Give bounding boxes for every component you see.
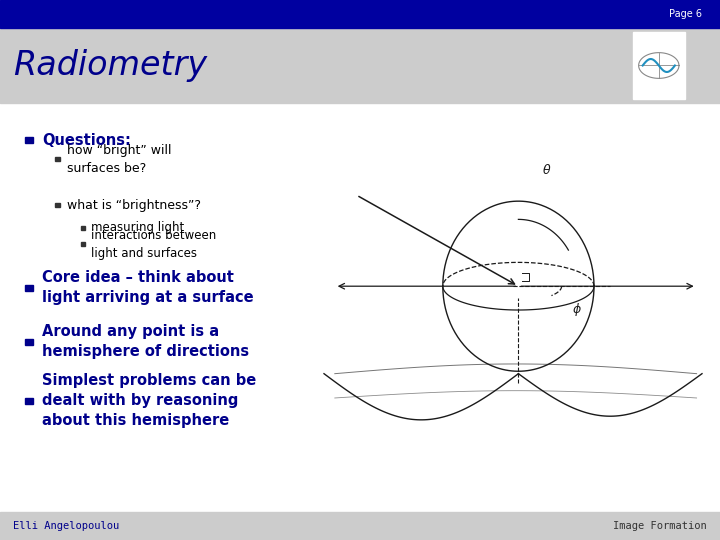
Bar — [0, 28, 720, 103]
Bar — [81, 226, 85, 230]
Text: measuring light: measuring light — [91, 221, 185, 234]
Text: Around any point is a
hemisphere of directions: Around any point is a hemisphere of dire… — [42, 325, 249, 359]
Text: $\theta$: $\theta$ — [542, 164, 552, 178]
Text: interactions between
light and surfaces: interactions between light and surfaces — [91, 228, 217, 260]
Bar — [55, 157, 60, 161]
Text: Questions:: Questions: — [42, 133, 130, 148]
Text: $\phi$: $\phi$ — [572, 301, 582, 318]
Bar — [24, 397, 33, 404]
Bar — [0, 103, 720, 512]
Text: what is “brightness”?: what is “brightness”? — [67, 199, 201, 212]
Text: Page 6: Page 6 — [669, 9, 702, 19]
Bar — [0, 512, 720, 540]
Text: how “bright” will
surfaces be?: how “bright” will surfaces be? — [67, 144, 171, 175]
Text: Simplest problems can be
dealt with by reasoning
about this hemisphere: Simplest problems can be dealt with by r… — [42, 373, 256, 428]
Bar — [0, 0, 720, 28]
Bar — [24, 137, 33, 143]
Bar — [633, 32, 685, 99]
Bar — [81, 242, 85, 246]
Bar — [24, 285, 33, 291]
Text: Elli Angelopoulou: Elli Angelopoulou — [13, 521, 120, 531]
Text: Radiometry: Radiometry — [13, 49, 207, 82]
Bar — [55, 203, 60, 207]
Text: Core idea – think about
light arriving at a surface: Core idea – think about light arriving a… — [42, 271, 253, 305]
Bar — [24, 339, 33, 345]
Text: Image Formation: Image Formation — [613, 521, 707, 531]
